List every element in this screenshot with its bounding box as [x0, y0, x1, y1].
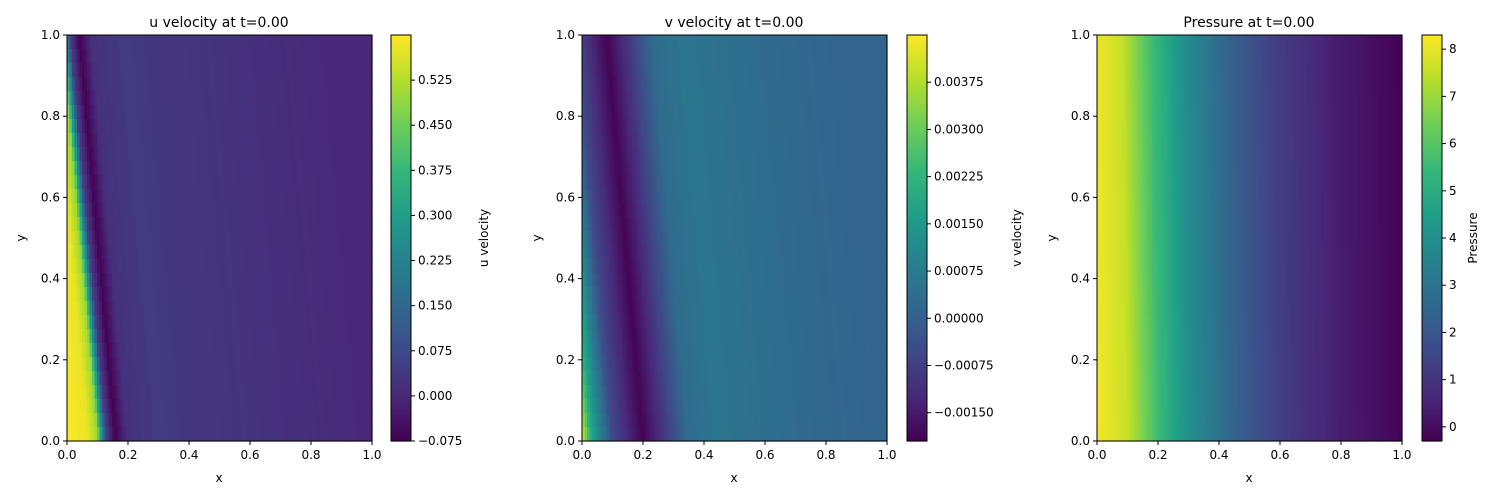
- y-tick-label: 0.2: [41, 353, 60, 367]
- colorbar-tick-label: 0.000: [418, 389, 452, 403]
- colorbar-tick-label: 0.225: [418, 254, 452, 268]
- colorbar-segment: [391, 353, 411, 357]
- colorbar-tick-label: 0.300: [418, 208, 452, 222]
- colorbar-tick-label: 0.075: [418, 344, 452, 358]
- colorbar-segment: [391, 292, 411, 296]
- colorbar-tick-label: 0.375: [418, 163, 452, 177]
- colorbar-segment: [391, 343, 411, 347]
- colorbar-segment: [391, 79, 411, 83]
- colorbar-segment: [391, 262, 411, 266]
- colorbar-segment: [391, 140, 411, 144]
- panel-title: v velocity at t=0.00: [665, 15, 804, 31]
- x-tick-label: 0.0: [57, 448, 76, 462]
- colorbar-label: u velocity: [477, 209, 491, 267]
- x-tick-label: 0.8: [301, 448, 320, 462]
- colorbar-segment: [391, 201, 411, 205]
- x-tick-label: 0.6: [240, 448, 259, 462]
- y-tick-label: 0.4: [41, 272, 60, 286]
- y-tick-label: 0.0: [41, 434, 60, 448]
- colorbar-segment: [391, 180, 411, 184]
- x-tick-label: 1.0: [362, 448, 381, 462]
- colorbar-tick-label: −0.075: [418, 434, 462, 448]
- colorbar-segment: [391, 89, 411, 93]
- colorbar-segment: [391, 160, 411, 164]
- colorbar-segment: [391, 323, 411, 327]
- y-axis: 0.0 0.2 0.4 0.6 0.8 1.0: [41, 28, 67, 448]
- colorbar-segment: [391, 373, 411, 377]
- colorbar-tick-label: 0.150: [418, 299, 452, 313]
- colorbar-segment: [391, 282, 411, 286]
- colorbar-segment: [391, 414, 411, 418]
- colorbar-segment: [391, 191, 411, 195]
- x-axis: 0.0 0.2 0.4 0.6 0.8 1.0: [57, 441, 381, 462]
- colorbar-segment: [391, 69, 411, 73]
- colorbar-segment: [391, 211, 411, 215]
- colorbar-tick-label: 0.525: [418, 73, 452, 87]
- y-tick-label: 0.6: [41, 190, 60, 204]
- x-axis-label: x: [215, 471, 222, 485]
- colorbar-segment: [391, 150, 411, 154]
- panel-title: u velocity at t=0.00: [149, 15, 288, 31]
- colorbar-segment: [391, 312, 411, 316]
- colorbar-segment: [391, 434, 411, 438]
- colorbar-segment: [391, 231, 411, 235]
- panel-u-velocity: u velocity at t=0.00 0.0 0.2 0.4 0.6 0.8 1.0 …: [14, 15, 491, 485]
- colorbar-segment: [391, 120, 411, 124]
- colorbar-segment: [391, 38, 411, 42]
- colorbar-segment: [391, 170, 411, 174]
- colorbar-tick-label: 0.450: [418, 118, 452, 132]
- colorbar-segment: [391, 49, 411, 53]
- colorbar-segment: [391, 394, 411, 398]
- heatmap-plot-area: [582, 35, 888, 442]
- colorbar-segment: [391, 252, 411, 256]
- colorbar-segment: [391, 241, 411, 245]
- colorbar-segment: [391, 99, 411, 103]
- colorbar-segment: [391, 59, 411, 63]
- colorbar-segment: [391, 424, 411, 428]
- colorbar-segment: [391, 130, 411, 134]
- heatmap-plot-area: [67, 35, 373, 442]
- y-axis-label: y: [14, 234, 28, 241]
- y-tick-label: 0.8: [41, 109, 60, 123]
- colorbar: −0.075 0.000 0.075 0.150 0.225 0.300 0.375 0.45…: [391, 35, 462, 448]
- y-tick-label: 1.0: [41, 28, 60, 42]
- colorbar-segment: [391, 363, 411, 367]
- x-tick-label: 0.2: [118, 448, 137, 462]
- colorbar-segment: [391, 109, 411, 113]
- colorbar-segment: [391, 333, 411, 337]
- colorbar-segment: [391, 272, 411, 276]
- colorbar-segment: [391, 221, 411, 225]
- colorbar-segment: [391, 404, 411, 408]
- x-tick-label: 0.4: [179, 448, 198, 462]
- panel-v-velocity: v velocity at t=0.00 0.0 0.2 0.4 0.6 0.8 1.0 …: [530, 15, 1024, 485]
- colorbar-segment: [391, 383, 411, 387]
- colorbar-segment: [391, 302, 411, 306]
